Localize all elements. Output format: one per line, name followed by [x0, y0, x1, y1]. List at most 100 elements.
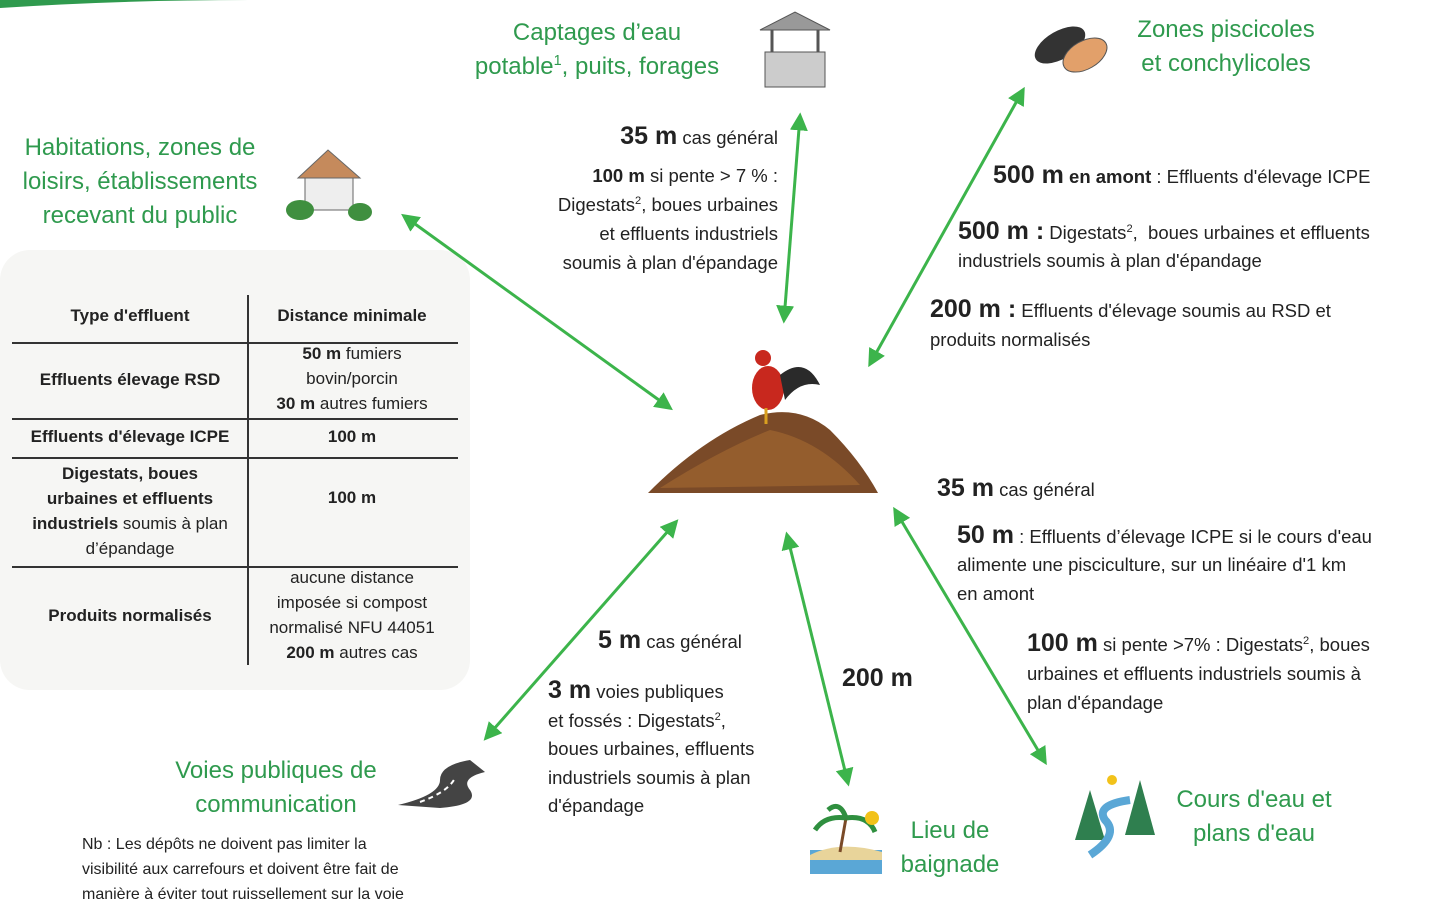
text-run: ,	[720, 710, 726, 731]
text-run: 35 m	[937, 474, 994, 502]
text-run: aucune distance	[290, 568, 414, 587]
text-run: fumiers	[341, 344, 402, 363]
text-line: 35 m cas général	[937, 474, 1095, 502]
text-line: plans d'eau	[1193, 820, 1315, 848]
text-run: urbaines et effluents	[46, 489, 214, 508]
text-run: Distance minimale	[277, 306, 427, 325]
text-line: Zones piscicoles	[1137, 16, 1314, 44]
text-line: recevant du public	[43, 202, 238, 230]
text-line: d'épandage	[548, 792, 644, 820]
text-run: Digestats	[557, 194, 636, 215]
text-run: d'épandage	[548, 795, 645, 816]
text-line: potable1, puits, forages	[475, 53, 719, 81]
text-run: Nb : Les dépôts ne doivent pas limiter l…	[82, 836, 367, 853]
text-line: 100 m	[328, 425, 376, 449]
text-run: alimente une pisciculture, sur un linéai…	[957, 554, 1347, 575]
text-run: Captages d’eau	[512, 19, 682, 46]
text-line: 500 m en amont : Effluents d'élevage ICP…	[993, 161, 1370, 189]
text-run: Voies publiques de	[175, 757, 377, 784]
text-run: imposée si compost	[276, 593, 428, 612]
text-run: plans d'eau	[1192, 820, 1316, 847]
text-line: 100 m si pente > 7 % :	[592, 162, 778, 190]
text-line: 50 m fumiers	[302, 342, 401, 366]
arrow	[483, 519, 679, 741]
text-run: Cours d'eau et	[1176, 786, 1332, 813]
text-line: d’épandage	[86, 537, 175, 561]
text-line: Digestats, boues	[62, 462, 198, 486]
text-line: loisirs, établissements	[23, 168, 258, 196]
text-line: aucune distance	[290, 566, 414, 590]
arrow	[893, 506, 1047, 766]
text-run: industriels soumis à plan	[548, 767, 751, 788]
text-line: Digestats2, boues urbaines	[558, 191, 778, 219]
text-run: si pente >7% : Digestats	[1097, 634, 1304, 655]
text-run: autres fumiers	[315, 394, 428, 413]
text-line: Captages d’eau	[513, 19, 681, 47]
text-run: plan d'épandage	[1027, 692, 1164, 713]
text-run: soumis à plan	[118, 514, 228, 533]
arrow	[868, 86, 1025, 368]
text-line: 100 m si pente >7% : Digestats2, boues	[1027, 629, 1370, 657]
text-run: Zones piscicoles	[1137, 16, 1315, 43]
text-line: Voies publiques de	[175, 757, 377, 785]
text-run: manière à éviter tout ruissellement sur …	[82, 886, 404, 903]
road-icon	[398, 760, 485, 808]
text-run: Effluents élevage RSD	[39, 370, 221, 389]
text-line: industriels soumis à plan d'épandage	[958, 247, 1262, 275]
text-run: 1	[553, 53, 562, 69]
text-line: alimente une pisciculture, sur un linéai…	[957, 551, 1346, 579]
text-run: Produits normalisés	[48, 606, 212, 625]
text-run: 500 m	[993, 161, 1064, 189]
text-run: , boues urbaines	[641, 194, 778, 215]
text-run: , boues urbaines et effluents	[1132, 222, 1370, 243]
text-run: et conchylicoles	[1141, 50, 1311, 77]
mussel-icon	[1034, 26, 1108, 73]
arrow	[401, 213, 673, 411]
text-run: cas général	[677, 127, 778, 148]
text-run: Habitations, zones de	[24, 134, 256, 161]
text-line: soumis à plan d'épandage	[563, 249, 778, 277]
text-run: baignade	[900, 851, 1000, 878]
text-line: bovin/porcin	[306, 367, 398, 391]
text-run: bovin/porcin	[306, 369, 398, 388]
text-line: industriels soumis à plan	[548, 764, 751, 792]
text-run: 50 m	[302, 344, 342, 363]
text-run: produits normalisés	[930, 329, 1091, 350]
text-line: 5 m cas général	[598, 626, 742, 654]
text-line: produits normalisés	[930, 326, 1090, 354]
text-line: Effluents d'élevage ICPE	[31, 425, 230, 449]
text-line: Nb : Les dépôts ne doivent pas limiter l…	[82, 831, 367, 859]
text-line: Type d'effluent	[71, 304, 190, 328]
text-run: urbaines et effluents industriels soumis…	[1027, 663, 1361, 684]
text-line: 3 m voies publiques	[548, 676, 724, 704]
river-icon	[1075, 775, 1155, 859]
text-run: boues urbaines, effluents	[548, 738, 755, 759]
text-run: 200 m	[286, 643, 335, 662]
text-run: Digestats, boues	[61, 464, 199, 483]
text-run: 200 m :	[930, 295, 1017, 323]
text-run: , puits, forages	[561, 53, 720, 80]
text-run: loisirs, établissements	[22, 168, 258, 195]
text-line: baignade	[901, 851, 1000, 879]
text-line: communication	[195, 791, 356, 819]
text-run: potable	[474, 53, 554, 80]
arrow	[781, 531, 854, 787]
text-line: 30 m autres fumiers	[276, 392, 427, 416]
text-run: communication	[195, 791, 357, 818]
text-run: et fossés : Digestats	[548, 710, 715, 731]
text-line: Lieu de	[911, 817, 990, 845]
beach-icon	[810, 803, 882, 874]
text-line: Effluents élevage RSD	[40, 368, 220, 392]
text-run: 2	[1126, 222, 1133, 235]
text-run: normalisé NFU 44051	[269, 618, 435, 637]
text-run: en amont	[1063, 166, 1152, 187]
text-line: 200 m	[842, 664, 913, 692]
text-run: soumis à plan d'épandage	[562, 252, 778, 273]
compost-icon	[648, 350, 878, 493]
text-line: 200 m autres cas	[286, 641, 417, 665]
text-run: : Effluents d’élevage ICPE si le cours d…	[1013, 526, 1372, 547]
text-run: 500 m :	[958, 217, 1045, 245]
text-run: cas général	[993, 479, 1095, 500]
